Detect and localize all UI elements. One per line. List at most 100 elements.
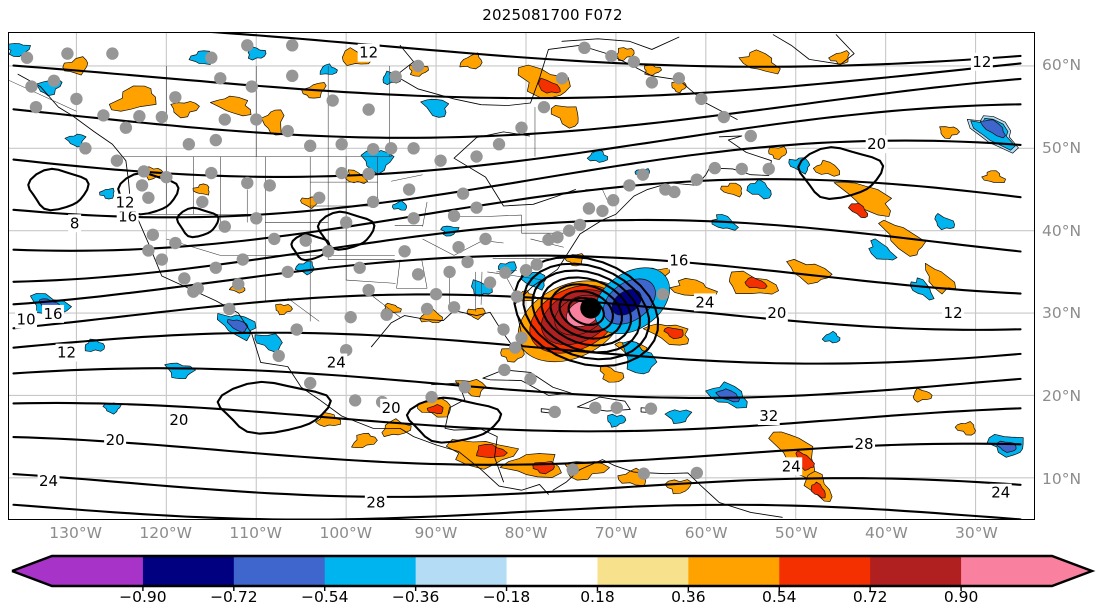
station-dot[interactable] (497, 323, 510, 336)
station-dot[interactable] (524, 372, 537, 386)
colorbar-segment[interactable] (870, 556, 962, 586)
station-dot[interactable] (335, 138, 348, 151)
station-dot[interactable] (348, 394, 362, 407)
station-dot[interactable] (135, 179, 149, 192)
station-dot[interactable] (250, 212, 263, 225)
colorbar-segment[interactable] (688, 556, 780, 586)
station-dot[interactable] (250, 113, 263, 126)
station-dot[interactable] (429, 287, 443, 301)
station-dot[interactable] (762, 162, 775, 176)
station-dot[interactable] (196, 195, 209, 209)
station-dot[interactable] (509, 341, 522, 354)
station-dot[interactable] (20, 51, 34, 64)
station-dot[interactable] (690, 173, 704, 186)
station-dot[interactable] (479, 232, 492, 246)
station-dot[interactable] (555, 72, 569, 85)
station-dot[interactable] (290, 323, 303, 336)
station-dot[interactable] (241, 176, 254, 190)
station-dot[interactable] (470, 201, 483, 214)
station-dot[interactable] (389, 70, 402, 83)
station-dot[interactable] (636, 168, 650, 181)
station-dot[interactable] (155, 110, 169, 124)
station-dot[interactable] (362, 167, 375, 181)
station-dot[interactable] (623, 179, 636, 192)
station-dot[interactable] (548, 405, 561, 419)
station-dot[interactable] (182, 138, 196, 151)
station-dot[interactable] (344, 311, 357, 324)
station-dot[interactable] (596, 204, 609, 218)
colorbar-segment[interactable] (415, 556, 507, 586)
station-dot[interactable] (443, 265, 456, 279)
station-dot[interactable] (515, 121, 528, 134)
station-dot[interactable] (97, 109, 110, 122)
station-dot[interactable] (434, 154, 447, 167)
colorbar-segment[interactable] (506, 556, 598, 586)
station-dot[interactable] (637, 467, 650, 480)
station-dot[interactable] (187, 285, 200, 298)
station-dot[interactable] (537, 100, 551, 114)
station-dot[interactable] (578, 41, 591, 55)
station-dot[interactable] (209, 133, 222, 147)
station-dot[interactable] (420, 302, 434, 316)
station-dot[interactable] (717, 110, 730, 124)
station-dot[interactable] (47, 74, 61, 87)
station-dot[interactable] (281, 124, 294, 138)
station-dot[interactable] (209, 261, 222, 274)
station-dot[interactable] (178, 272, 191, 285)
station-dot[interactable] (362, 103, 375, 116)
station-dot[interactable] (515, 331, 528, 344)
station-dot[interactable] (25, 80, 38, 93)
station-dot[interactable] (205, 166, 218, 180)
colorbar-segment[interactable] (779, 556, 871, 586)
station-dot[interactable] (366, 195, 380, 209)
station-dot[interactable] (398, 245, 411, 258)
station-dot[interactable] (447, 301, 461, 314)
station-dot[interactable] (79, 142, 92, 155)
station-dot[interactable] (326, 94, 339, 107)
station-dot[interactable] (263, 179, 276, 192)
station-dot[interactable] (744, 129, 757, 143)
station-dot[interactable] (530, 258, 543, 271)
colorbar-segment[interactable] (52, 556, 144, 586)
station-dot[interactable] (218, 113, 231, 126)
station-dot[interactable] (236, 253, 249, 266)
station-dot[interactable] (407, 142, 420, 155)
station-markers[interactable] (20, 39, 775, 480)
station-dot[interactable] (456, 187, 470, 200)
station-dot[interactable] (169, 91, 182, 104)
station-dot[interactable] (708, 161, 721, 175)
station-dot[interactable] (223, 302, 236, 316)
map-panel[interactable]: 12 8 16 12 16 12 10 20 20 24 28 24 20 24 20 12 20 12 28 24 2… (8, 32, 1035, 520)
station-dot[interactable] (644, 402, 658, 415)
station-dot[interactable] (461, 255, 474, 269)
station-dot[interactable] (142, 191, 155, 204)
station-dot[interactable] (335, 166, 348, 180)
station-dot[interactable] (458, 381, 472, 394)
station-dot[interactable] (169, 236, 182, 250)
station-dot[interactable] (232, 278, 245, 291)
station-dot[interactable] (241, 39, 254, 52)
station-dot[interactable] (353, 261, 366, 274)
station-dot[interactable] (452, 240, 465, 254)
station-dot[interactable] (610, 401, 623, 414)
station-dot[interactable] (425, 390, 438, 404)
station-dot[interactable] (695, 92, 708, 106)
station-dot[interactable] (645, 76, 659, 89)
station-dot[interactable] (218, 220, 231, 233)
station-dot[interactable] (690, 466, 704, 480)
station-dot[interactable] (411, 268, 425, 281)
station-dot[interactable] (304, 139, 317, 153)
station-dot[interactable] (339, 343, 353, 357)
station-dot[interactable] (142, 244, 155, 257)
station-dot[interactable] (106, 47, 119, 60)
colorbar-segment[interactable] (233, 556, 326, 586)
station-dot[interactable] (566, 463, 579, 476)
colorbar-segment[interactable] (324, 556, 417, 586)
colorbar-segment[interactable] (142, 556, 235, 586)
station-dot[interactable] (299, 234, 312, 247)
station-dot[interactable] (119, 121, 133, 134)
station-dot[interactable] (672, 72, 686, 85)
station-dot[interactable] (607, 194, 620, 207)
station-dot[interactable] (510, 290, 524, 303)
station-dot[interactable] (562, 224, 576, 237)
